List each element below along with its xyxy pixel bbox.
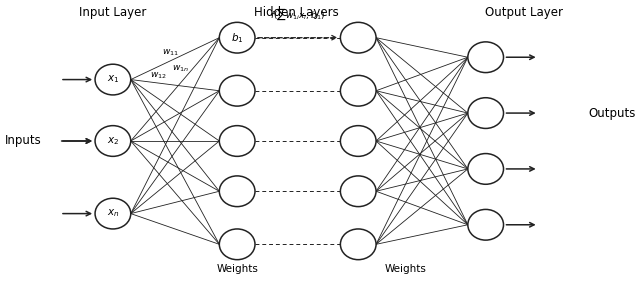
Ellipse shape bbox=[340, 176, 376, 207]
Text: $x_n$: $x_n$ bbox=[107, 208, 119, 219]
Text: $x_1$: $x_1$ bbox=[107, 74, 119, 85]
Ellipse shape bbox=[468, 98, 504, 128]
Text: $f(\sum w_{1i}x_i, b_1)$: $f(\sum w_{1i}x_i, b_1)$ bbox=[270, 7, 325, 22]
Ellipse shape bbox=[468, 154, 504, 184]
Text: $b_1$: $b_1$ bbox=[231, 31, 243, 45]
Ellipse shape bbox=[220, 176, 255, 207]
Ellipse shape bbox=[468, 210, 504, 240]
Ellipse shape bbox=[220, 126, 255, 156]
Text: $w_{11}$: $w_{11}$ bbox=[162, 48, 179, 58]
Text: Outputs: Outputs bbox=[588, 107, 636, 120]
Ellipse shape bbox=[340, 229, 376, 260]
Ellipse shape bbox=[95, 198, 131, 229]
Ellipse shape bbox=[468, 42, 504, 72]
Text: Weights: Weights bbox=[385, 264, 427, 274]
Ellipse shape bbox=[95, 64, 131, 95]
Ellipse shape bbox=[95, 126, 131, 156]
Text: Output Layer: Output Layer bbox=[485, 6, 563, 19]
Text: $x_2$: $x_2$ bbox=[107, 135, 119, 147]
Ellipse shape bbox=[220, 229, 255, 260]
Text: Input Layer: Input Layer bbox=[79, 6, 147, 19]
Text: Inputs: Inputs bbox=[4, 135, 42, 147]
Ellipse shape bbox=[220, 75, 255, 106]
Ellipse shape bbox=[220, 22, 255, 53]
Text: $w_{1n}$: $w_{1n}$ bbox=[172, 64, 189, 74]
Ellipse shape bbox=[340, 126, 376, 156]
Ellipse shape bbox=[340, 22, 376, 53]
Text: Weights: Weights bbox=[216, 264, 258, 274]
Text: $w_{12}$: $w_{12}$ bbox=[150, 70, 166, 81]
Text: Hidden Layers: Hidden Layers bbox=[254, 6, 339, 19]
Ellipse shape bbox=[340, 75, 376, 106]
